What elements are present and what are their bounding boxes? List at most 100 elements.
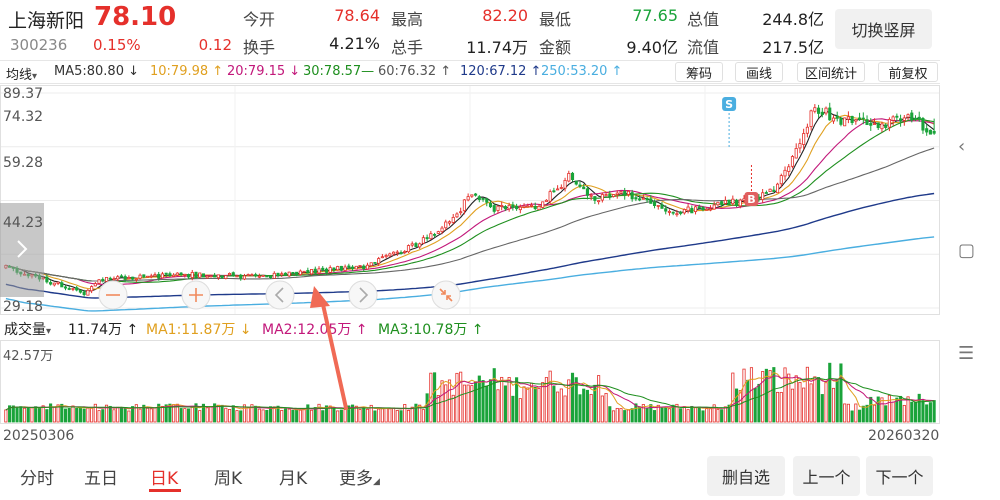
chevron-left-icon-button <box>265 280 295 310</box>
candle-body <box>205 275 209 279</box>
candle-body <box>216 274 220 279</box>
candle-body <box>172 274 176 277</box>
candle-body <box>395 251 399 254</box>
volume-bar <box>183 408 187 423</box>
candle-body <box>194 271 198 278</box>
range-stats-button[interactable]: 区间统计 <box>797 62 865 82</box>
volume-bar <box>485 385 489 423</box>
candle-body <box>835 115 839 119</box>
metric-value-amount: 9.40亿 <box>626 38 678 57</box>
candle-body <box>652 201 657 206</box>
chips-button[interactable]: 筹码 <box>675 62 723 82</box>
candle-body <box>455 213 459 218</box>
volume-bar <box>82 408 86 423</box>
candle-body <box>634 197 638 200</box>
candle-body <box>802 133 806 145</box>
candle-body <box>186 274 191 278</box>
volume-bar <box>805 366 809 423</box>
volume-bar <box>604 392 608 423</box>
sell-marker <box>722 97 737 111</box>
volume-bar <box>11 405 15 423</box>
switch-portrait-button[interactable]: 切换竖屏 <box>835 9 932 49</box>
volume-bar <box>854 403 858 423</box>
candle-body <box>328 267 332 273</box>
candle-body <box>60 282 64 288</box>
tab-intraday[interactable]: 分时 <box>20 469 54 489</box>
ma20-line <box>5 118 935 286</box>
volume-bar <box>354 405 358 423</box>
candlestick-chart[interactable]: SB <box>0 85 940 315</box>
volume-bar <box>261 409 265 423</box>
candle-body <box>373 262 377 264</box>
candle-body <box>567 172 571 182</box>
volume-bar <box>34 406 38 423</box>
dropdown-arrow-icon: ▾ <box>32 71 38 82</box>
previous-stock-button[interactable]: 上一个 <box>793 456 860 496</box>
candle-body <box>406 245 411 253</box>
remove-watchlist-button[interactable]: 删自选 <box>707 456 785 496</box>
menu-icon[interactable]: ☰ <box>958 343 975 364</box>
volume-bar <box>153 407 157 423</box>
candle-body <box>477 196 481 200</box>
candle-body <box>474 193 478 196</box>
volume-bar <box>201 403 206 423</box>
candle-body <box>134 278 138 281</box>
dropdown-arrow-icon: ▾ <box>46 326 52 337</box>
candle-body <box>190 272 194 278</box>
tab-more[interactable]: 更多◢ <box>339 464 380 489</box>
volume-bar <box>369 404 373 423</box>
volume-bar <box>548 370 552 423</box>
volume-bar <box>421 409 425 423</box>
change-percent: 0.15% <box>93 36 141 54</box>
volume-bar <box>466 384 470 423</box>
volume-chart[interactable] <box>0 340 940 424</box>
tab-weekly-k[interactable]: 周K <box>214 469 243 489</box>
volume-bar <box>757 383 761 423</box>
metric-label-total-cap: 总值 <box>687 10 720 29</box>
draw-line-button[interactable]: 画线 <box>735 62 783 82</box>
volume-type-selector[interactable]: 成交量▾ <box>4 319 51 339</box>
candle-body <box>563 179 567 189</box>
candle-body <box>716 201 720 206</box>
tab-daily-k[interactable]: 日K <box>150 469 179 489</box>
volume-bar <box>503 385 507 423</box>
square-icon[interactable]: ▢ <box>958 240 976 261</box>
side-scroll-tab <box>0 203 44 297</box>
candle-body <box>462 199 466 212</box>
volume-bar <box>474 381 478 423</box>
volume-bar <box>30 407 34 423</box>
candle-body <box>444 221 448 229</box>
next-stock-button[interactable]: 下一个 <box>866 456 933 496</box>
volume-bar <box>22 407 27 423</box>
indicator-type-selector[interactable]: 均线▾ <box>6 64 37 83</box>
candle-body <box>556 188 560 191</box>
candle-body <box>414 243 418 247</box>
volume-bar <box>123 407 127 423</box>
candle-body <box>764 192 768 194</box>
back-icon[interactable]: ‹ <box>958 136 966 157</box>
date-end-label: 20260320 <box>868 428 940 444</box>
plus-icon <box>189 288 203 302</box>
candle-body <box>705 208 709 211</box>
chevron-left-icon <box>274 287 284 303</box>
tab-five-day[interactable]: 五日 <box>84 469 118 489</box>
tab-monthly-k[interactable]: 月K <box>279 469 308 489</box>
volume-bar <box>295 409 299 423</box>
ma60-value: 60:76.32 ↑ <box>378 64 452 79</box>
volume-bar <box>477 375 481 423</box>
volume-bar <box>406 410 411 423</box>
candle-body <box>67 288 71 290</box>
forward-adjust-button[interactable]: 前复权 <box>878 62 938 82</box>
candle-body <box>679 212 683 214</box>
candle-body <box>321 267 325 271</box>
candle-body <box>723 199 727 204</box>
candle-body <box>917 116 921 120</box>
volume-bar <box>626 409 630 423</box>
volume-bar <box>652 410 657 423</box>
volume-bar <box>380 408 384 423</box>
volume-bar <box>56 404 60 423</box>
candle-body <box>164 272 168 275</box>
candle-body <box>97 279 101 284</box>
candle-body <box>149 275 153 278</box>
candle-body <box>313 268 317 274</box>
